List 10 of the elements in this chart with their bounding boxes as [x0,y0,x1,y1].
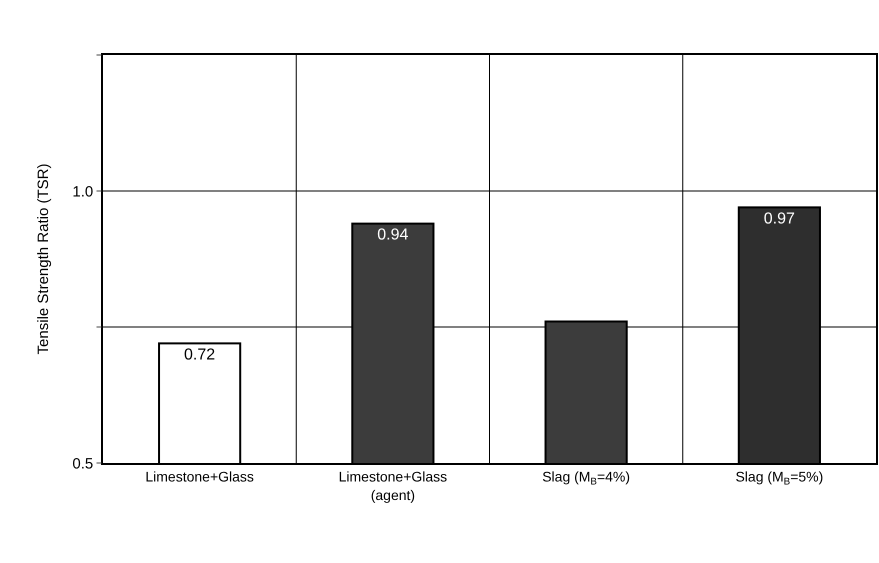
y-axis-title: Tensile Strength Ratio (TSR) [35,164,52,354]
y-tick-label: 1.0 [72,183,94,200]
x-tick-label: Slag (M$_{B}$=4%) [542,468,630,488]
y-tick-label: 0.5 [72,455,94,472]
data-label: 0.97 [764,210,795,228]
x-tick-label: Limestone+Glass [145,468,254,485]
x-tick-label: Slag (M$_{B}$=5%) [735,468,824,488]
data-label: 0.72 [184,346,216,364]
x-tick-label: Limestone+Glass (agent) [338,468,448,503]
data-label: 0.94 [377,226,408,244]
